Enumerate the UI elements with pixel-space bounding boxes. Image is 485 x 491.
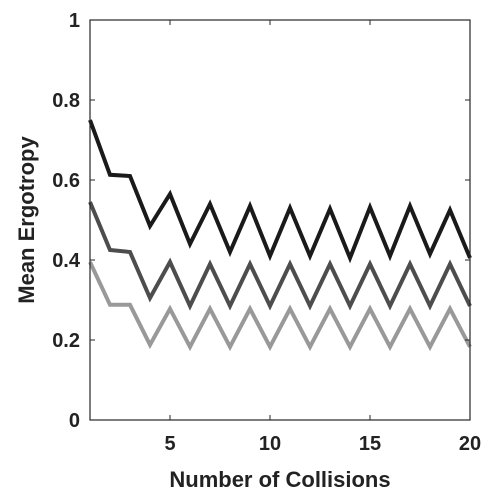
x-tick-label: 5 xyxy=(164,433,175,455)
x-tick-label: 15 xyxy=(359,433,381,455)
series-line-1 xyxy=(88,119,472,264)
series-line-3 xyxy=(88,261,472,352)
y-tick-label: 0.2 xyxy=(52,330,80,352)
x-axis-title: Number of Collisions xyxy=(169,467,390,491)
y-tick-label: 0.4 xyxy=(52,250,81,272)
y-tick-label: 1 xyxy=(69,10,80,32)
x-tick-label: 20 xyxy=(459,433,481,455)
series-layer xyxy=(88,119,472,352)
ticks-layer: 5 10 15 20 0 0.2 0.4 0.6 0.8 1 xyxy=(52,10,481,455)
x-tick-label: 10 xyxy=(259,433,281,455)
y-tick-label: 0 xyxy=(69,410,80,432)
series-line-2 xyxy=(88,201,472,311)
y-tick-label: 0.6 xyxy=(52,170,80,192)
y-tick-label: 0.8 xyxy=(52,90,80,112)
plot-frame xyxy=(89,19,471,421)
y-axis-title: Mean Ergotropy xyxy=(14,136,39,304)
